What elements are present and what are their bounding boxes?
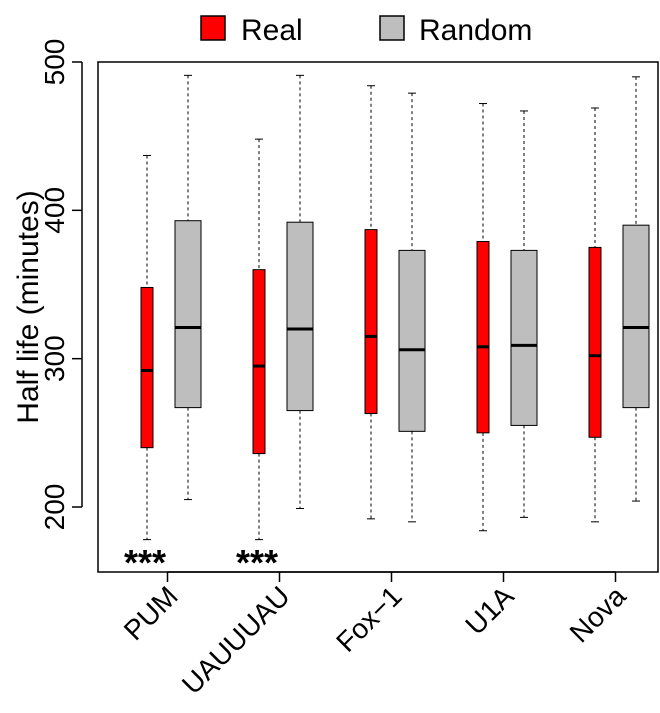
box-body (510, 249, 538, 426)
x-tick-label: U1A (459, 580, 520, 641)
y-axis: 200 300 400 500 (39, 39, 83, 531)
legend-swatch-real (200, 15, 226, 41)
box-random-3 (510, 110, 538, 518)
box-real-4 (588, 107, 602, 523)
box-random-4 (622, 76, 650, 502)
box-real-0 (140, 154, 154, 541)
box-body (588, 246, 602, 438)
box-body (174, 220, 202, 409)
box-body (252, 269, 266, 455)
significance-label: *** (236, 542, 278, 583)
x-tick-label: UAUUUAU (176, 580, 296, 700)
box-random-1 (286, 74, 314, 509)
legend: Real Random (200, 14, 532, 47)
y-tick-label: 500 (39, 39, 70, 86)
significance-annotations: *** *** (124, 542, 278, 583)
box-real-1 (252, 138, 266, 541)
legend-swatch-random (379, 15, 405, 41)
y-axis-title: Half life (minutes) (12, 190, 45, 423)
legend-label-random: Random (419, 14, 532, 47)
box-real-3 (476, 103, 490, 532)
y-tick-label: 300 (39, 335, 70, 382)
box-body (476, 240, 490, 434)
box-body (364, 229, 378, 415)
legend-label-real: Real (241, 14, 303, 47)
box-real-2 (364, 85, 378, 520)
box-group (140, 74, 650, 541)
box-random-0 (174, 74, 202, 501)
box-body (140, 286, 154, 449)
box-body (398, 249, 426, 432)
box-body (286, 221, 314, 412)
x-tick-label: Fox−1 (330, 580, 408, 658)
box-body (622, 224, 650, 409)
box-random-2 (398, 92, 426, 523)
significance-label: *** (124, 542, 166, 583)
x-tick-label: Nova (564, 580, 632, 648)
y-tick-label: 200 (39, 484, 70, 531)
x-tick-label: PUM (118, 580, 184, 646)
y-tick-label: 400 (39, 187, 70, 234)
